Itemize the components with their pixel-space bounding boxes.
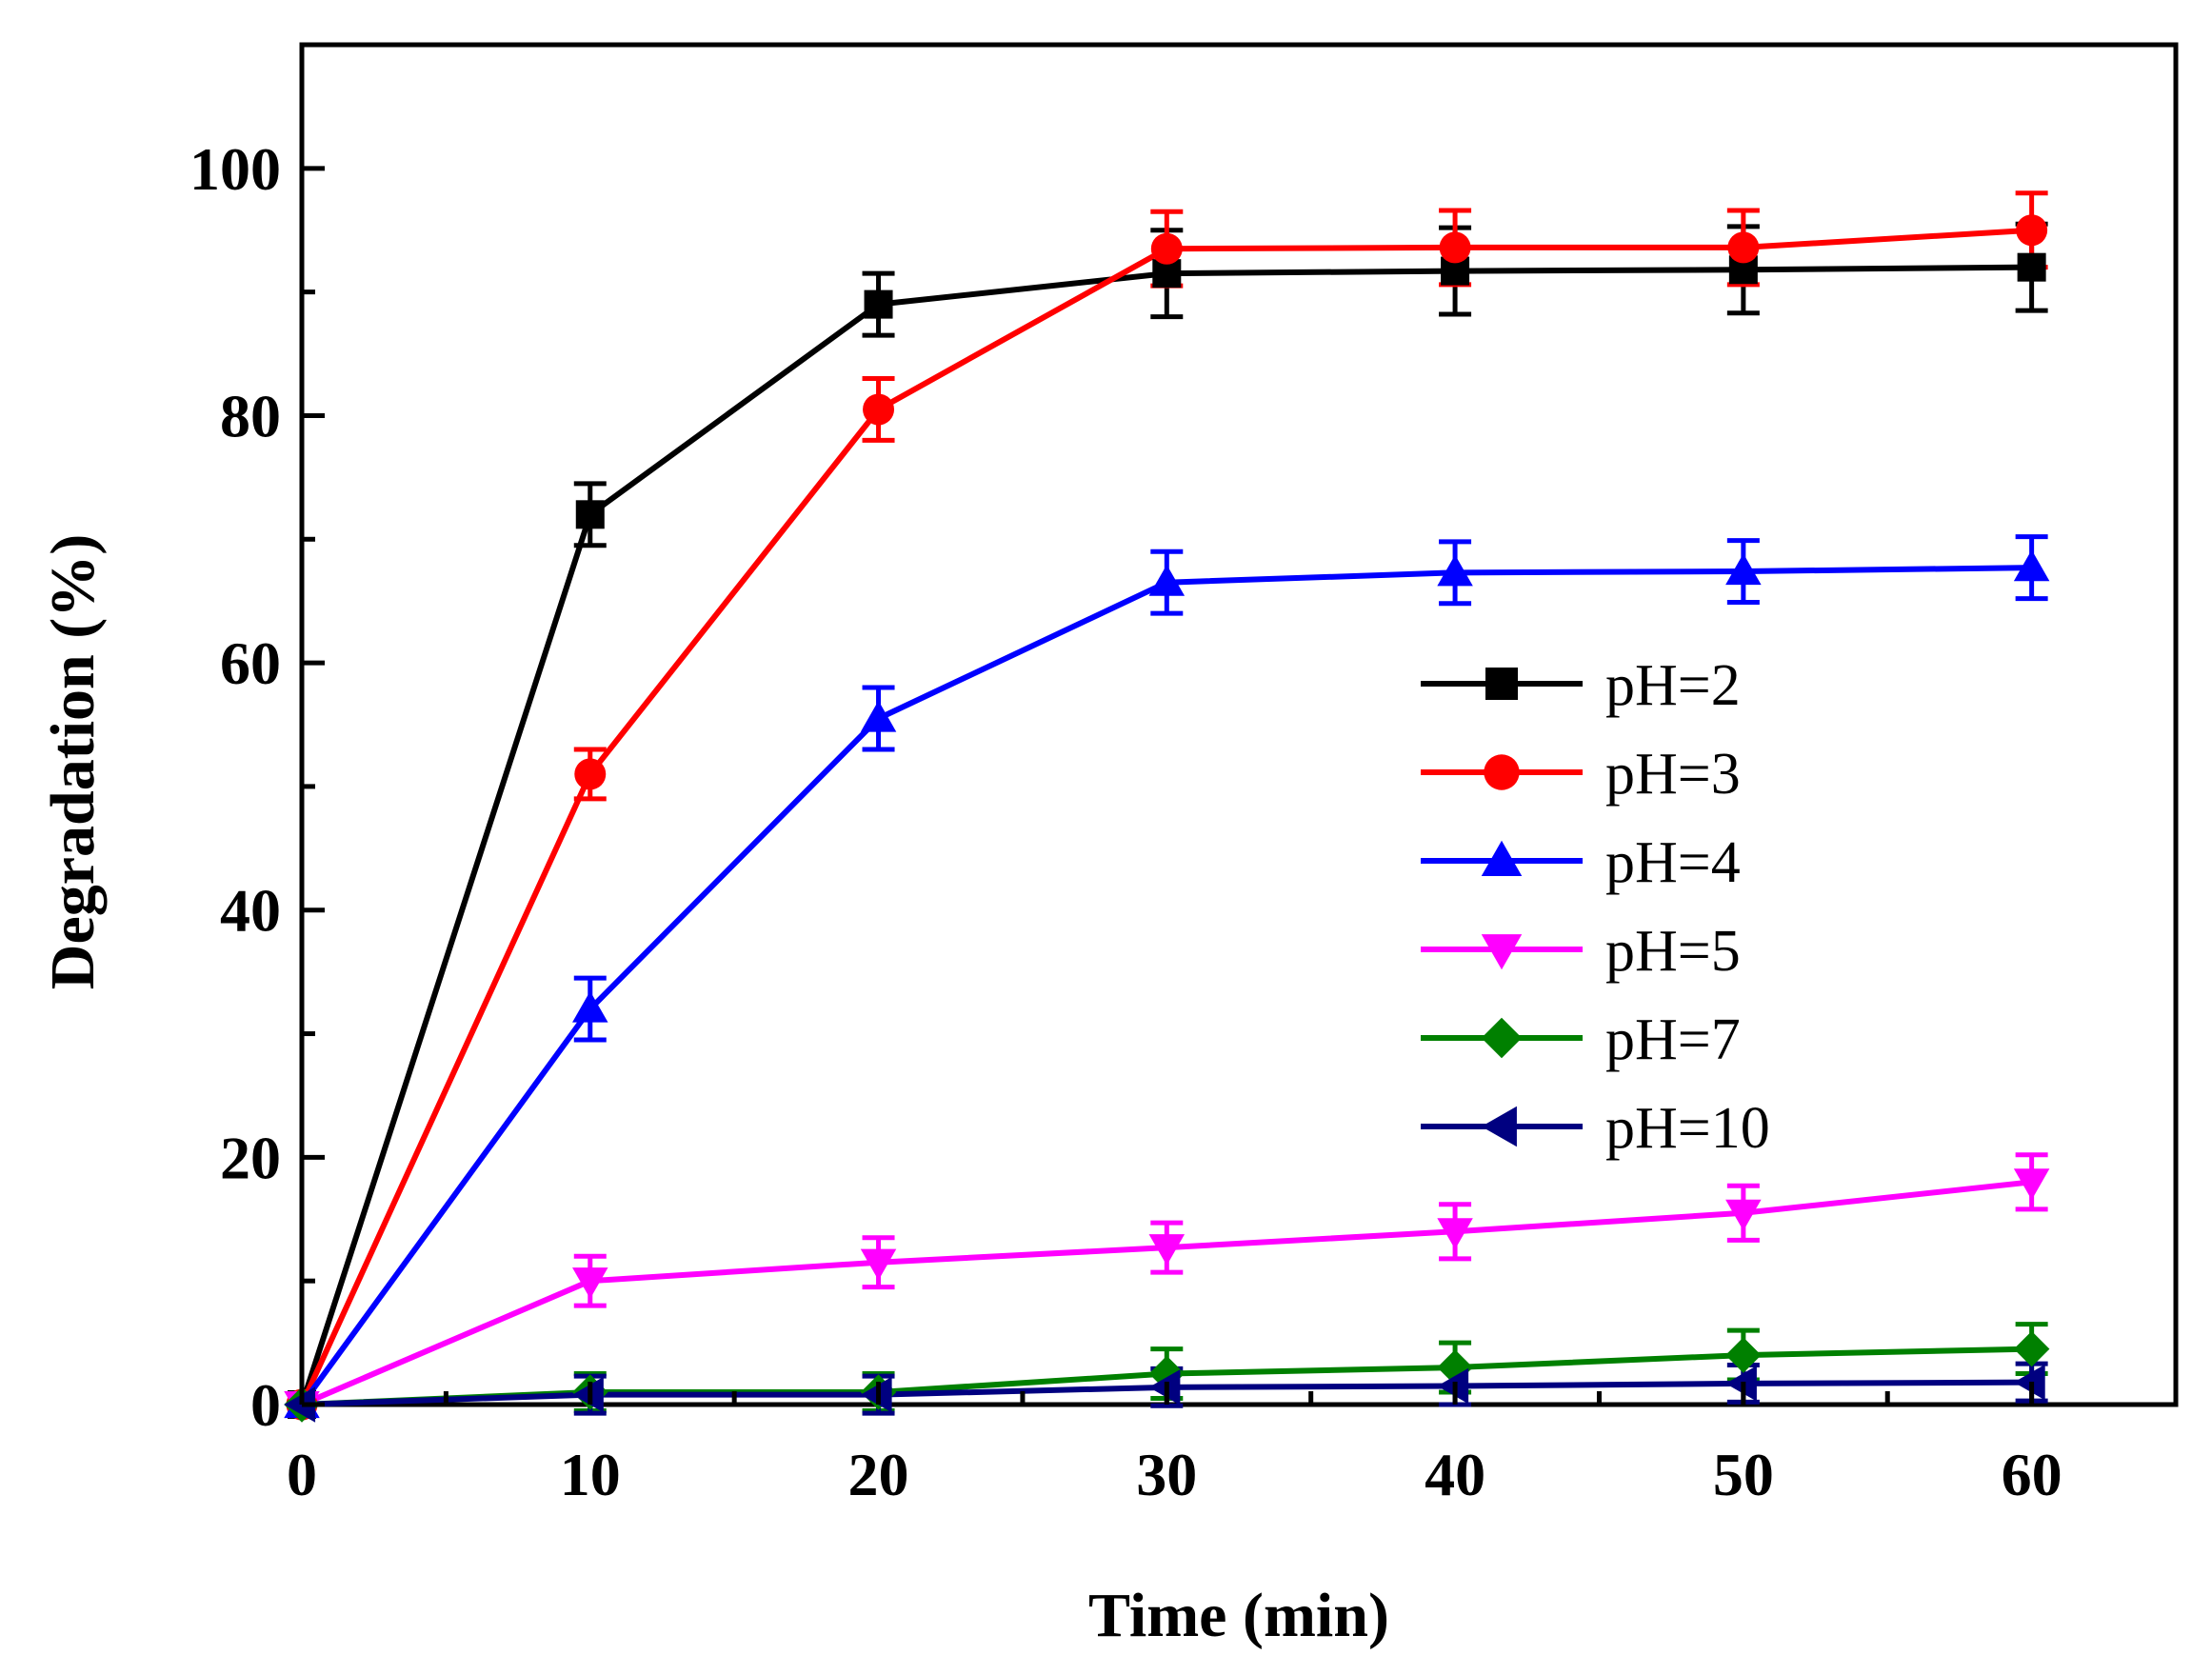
data-point: [572, 1267, 608, 1299]
data-point: [1437, 1218, 1473, 1250]
data-point: [2017, 252, 2046, 282]
data-point: [2016, 214, 2048, 247]
plot-frame: [299, 42, 2179, 1407]
y-tick-labels: 0 20 40 60 80 100: [189, 135, 281, 1439]
data-point: [1437, 554, 1473, 587]
x-tick-labels: 0 10 20 30 40 50 60: [287, 1441, 2063, 1508]
data-point: [2013, 549, 2050, 582]
data-point: [863, 393, 895, 426]
data-point: [2013, 1330, 2050, 1367]
data-point: [1148, 564, 1186, 596]
x-tick-label: 30: [1136, 1441, 1197, 1508]
legend-label: pH=5: [1605, 919, 1741, 984]
legend-item: pH=3: [1421, 742, 1741, 807]
y-tick-label: 60: [220, 629, 281, 697]
data-point: [1727, 231, 1760, 264]
x-tick-label: 60: [2002, 1441, 2063, 1508]
data-point: [572, 990, 608, 1023]
x-tick-label: 20: [848, 1441, 909, 1508]
x-tick-label: 50: [1713, 1441, 1774, 1508]
series-line-pH=4: [299, 565, 2032, 1406]
y-tick-label: 100: [189, 135, 281, 203]
legend-item: pH=5: [1421, 919, 1741, 984]
x-tick-label: 10: [560, 1441, 621, 1508]
data-point: [1150, 232, 1183, 265]
axis-ticks: [299, 42, 2179, 1407]
data-point: [575, 500, 605, 529]
legend-marker: [1481, 1106, 1517, 1147]
legend-marker: [1481, 1017, 1523, 1059]
y-tick-label: 40: [220, 877, 281, 945]
data-point: [1725, 553, 1762, 586]
data-point: [1439, 231, 1471, 264]
legend-item: pH=7: [1421, 1007, 1741, 1072]
legend-marker: [1485, 668, 1518, 700]
legend-item: pH=2: [1421, 653, 1741, 718]
y-tick-label: 0: [250, 1371, 281, 1439]
legend-marker: [1481, 840, 1523, 876]
legend: pH=2 pH=3 pH=4 pH=5 pH=7 pH=10: [1421, 653, 1770, 1161]
data-point: [864, 289, 893, 319]
data-point: [574, 758, 607, 790]
x-tick-label: 0: [287, 1441, 317, 1508]
legend-label: pH=4: [1605, 830, 1741, 895]
data-point: [1725, 1337, 1762, 1373]
legend-label: pH=7: [1605, 1007, 1741, 1072]
y-tick-label: 80: [220, 382, 281, 449]
x-axis-title: Time (min): [1088, 1581, 1389, 1650]
legend-label: pH=3: [1605, 742, 1741, 807]
x-tick-label: 40: [1425, 1441, 1485, 1508]
legend-marker: [1484, 754, 1520, 790]
legend-label: pH=10: [1605, 1096, 1770, 1161]
data-point: [1725, 1199, 1762, 1231]
legend-marker: [1481, 934, 1523, 970]
y-tick-label: 20: [220, 1124, 281, 1191]
legend-item: pH=10: [1421, 1096, 1770, 1161]
legend-label: pH=2: [1605, 653, 1741, 718]
y-axis-title: Degradation (%): [38, 534, 108, 989]
data-point: [1148, 1234, 1186, 1266]
data-point: [860, 1248, 897, 1281]
data-point: [860, 700, 897, 732]
data-point: [2013, 1168, 2050, 1201]
series-markers: [284, 214, 2050, 1423]
legend-item: pH=4: [1421, 830, 1741, 895]
